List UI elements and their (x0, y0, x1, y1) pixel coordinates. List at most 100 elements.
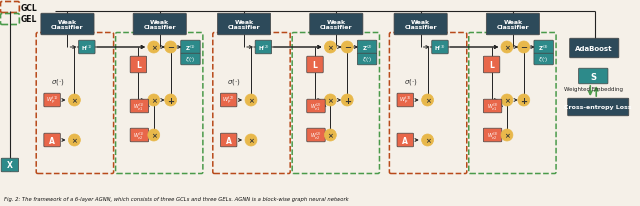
Circle shape (148, 129, 160, 141)
Circle shape (324, 95, 336, 107)
Text: L: L (489, 61, 494, 70)
FancyBboxPatch shape (130, 57, 147, 74)
Text: A: A (226, 136, 232, 145)
FancyBboxPatch shape (570, 39, 619, 59)
Text: Z$^{(1)}$: Z$^{(1)}$ (185, 43, 196, 52)
Text: H$^{(3)}$: H$^{(3)}$ (434, 43, 446, 52)
Text: ×: × (151, 97, 157, 103)
Circle shape (148, 42, 160, 54)
Text: Z$^{(2)}$: Z$^{(2)}$ (362, 43, 372, 52)
FancyBboxPatch shape (579, 69, 608, 84)
Text: $\xi(\cdot)$: $\xi(\cdot)$ (185, 55, 196, 64)
Text: L: L (312, 61, 317, 70)
Circle shape (501, 95, 513, 107)
Text: $W_{e2}^{(2)}$: $W_{e2}^{(2)}$ (310, 130, 322, 141)
Text: Weak
Classifier: Weak Classifier (404, 20, 437, 30)
Text: $W_{e2}^{(3)}$: $W_{e2}^{(3)}$ (486, 130, 499, 141)
FancyBboxPatch shape (483, 100, 502, 113)
Text: ×: × (248, 97, 254, 103)
FancyBboxPatch shape (255, 41, 271, 55)
Text: ×: × (425, 137, 431, 143)
Circle shape (324, 42, 336, 54)
Circle shape (422, 95, 433, 107)
FancyBboxPatch shape (486, 14, 540, 36)
Text: ×: × (504, 97, 510, 103)
Text: $W_{e1}^{(2)}$: $W_{e1}^{(2)}$ (310, 101, 322, 112)
Text: A: A (403, 136, 408, 145)
FancyBboxPatch shape (220, 94, 237, 107)
Circle shape (518, 42, 530, 54)
FancyBboxPatch shape (44, 94, 60, 107)
Text: Z$^{(3)}$: Z$^{(3)}$ (538, 43, 549, 52)
Text: X: X (7, 161, 13, 170)
Circle shape (245, 134, 257, 146)
FancyBboxPatch shape (357, 54, 377, 66)
Circle shape (341, 95, 353, 107)
Circle shape (164, 42, 177, 54)
FancyBboxPatch shape (483, 57, 500, 74)
Circle shape (148, 95, 160, 107)
FancyBboxPatch shape (218, 14, 271, 36)
FancyBboxPatch shape (1, 158, 19, 172)
FancyBboxPatch shape (568, 99, 628, 116)
Text: ×: × (72, 97, 77, 103)
FancyBboxPatch shape (41, 14, 94, 36)
Text: $\xi(\cdot)$: $\xi(\cdot)$ (362, 55, 372, 64)
Text: Weak
Classifier: Weak Classifier (228, 20, 260, 30)
Text: $W_{e1}^{(3)}$: $W_{e1}^{(3)}$ (486, 101, 499, 112)
Text: $\sigma(\cdot)$: $\sigma(\cdot)$ (51, 77, 65, 87)
Text: $\sigma(\cdot)$: $\sigma(\cdot)$ (227, 77, 241, 87)
Text: −: − (167, 43, 174, 52)
FancyBboxPatch shape (133, 14, 186, 36)
Text: Weighted Embedding: Weighted Embedding (564, 87, 623, 92)
Text: Weak
Classifier: Weak Classifier (497, 20, 529, 30)
Circle shape (164, 95, 177, 107)
FancyBboxPatch shape (394, 14, 447, 36)
Circle shape (518, 95, 530, 107)
Text: Weak
Classifier: Weak Classifier (320, 20, 353, 30)
Text: ×: × (504, 45, 510, 51)
FancyBboxPatch shape (180, 41, 200, 55)
FancyBboxPatch shape (432, 41, 448, 55)
Text: Weak
Classifier: Weak Classifier (143, 20, 176, 30)
Text: +: + (520, 96, 527, 105)
Text: S: S (590, 72, 596, 81)
Circle shape (422, 134, 433, 146)
FancyBboxPatch shape (534, 54, 554, 66)
Text: Weak
Classifier: Weak Classifier (51, 20, 84, 30)
FancyBboxPatch shape (307, 57, 323, 74)
Text: H$^{(2)}$: H$^{(2)}$ (257, 43, 269, 52)
Text: ×: × (328, 132, 333, 138)
Text: $\sigma(\cdot)$: $\sigma(\cdot)$ (404, 77, 417, 87)
Text: $W_p^{(3)}$: $W_p^{(3)}$ (399, 95, 412, 107)
FancyBboxPatch shape (79, 41, 95, 55)
Text: +: + (167, 96, 174, 105)
Text: −: − (520, 43, 527, 52)
Circle shape (501, 42, 513, 54)
Text: ×: × (151, 45, 157, 51)
Text: $W_p^{(1)}$: $W_p^{(1)}$ (46, 95, 58, 107)
Circle shape (324, 129, 336, 141)
Text: H$^{(1)}$: H$^{(1)}$ (81, 43, 93, 52)
Text: GCL: GCL (21, 4, 38, 12)
Text: −: − (344, 43, 351, 52)
Text: AdaBoost: AdaBoost (575, 46, 613, 52)
FancyBboxPatch shape (130, 129, 148, 142)
FancyBboxPatch shape (220, 133, 237, 147)
Text: ×: × (72, 137, 77, 143)
Circle shape (245, 95, 257, 107)
Text: Fig. 2: The framework of a 6-layer AGNN, which consists of three GCLs and three : Fig. 2: The framework of a 6-layer AGNN,… (4, 197, 349, 201)
FancyBboxPatch shape (310, 14, 363, 36)
Text: ×: × (504, 132, 510, 138)
Circle shape (341, 42, 353, 54)
FancyBboxPatch shape (130, 100, 148, 113)
Text: $W_{e1}^{(1)}$: $W_{e1}^{(1)}$ (134, 101, 145, 112)
Text: ×: × (328, 97, 333, 103)
Text: ×: × (425, 97, 431, 103)
FancyBboxPatch shape (483, 129, 502, 142)
FancyBboxPatch shape (534, 41, 554, 55)
Text: A: A (49, 136, 55, 145)
FancyBboxPatch shape (357, 41, 377, 55)
Circle shape (68, 95, 81, 107)
Circle shape (501, 129, 513, 141)
